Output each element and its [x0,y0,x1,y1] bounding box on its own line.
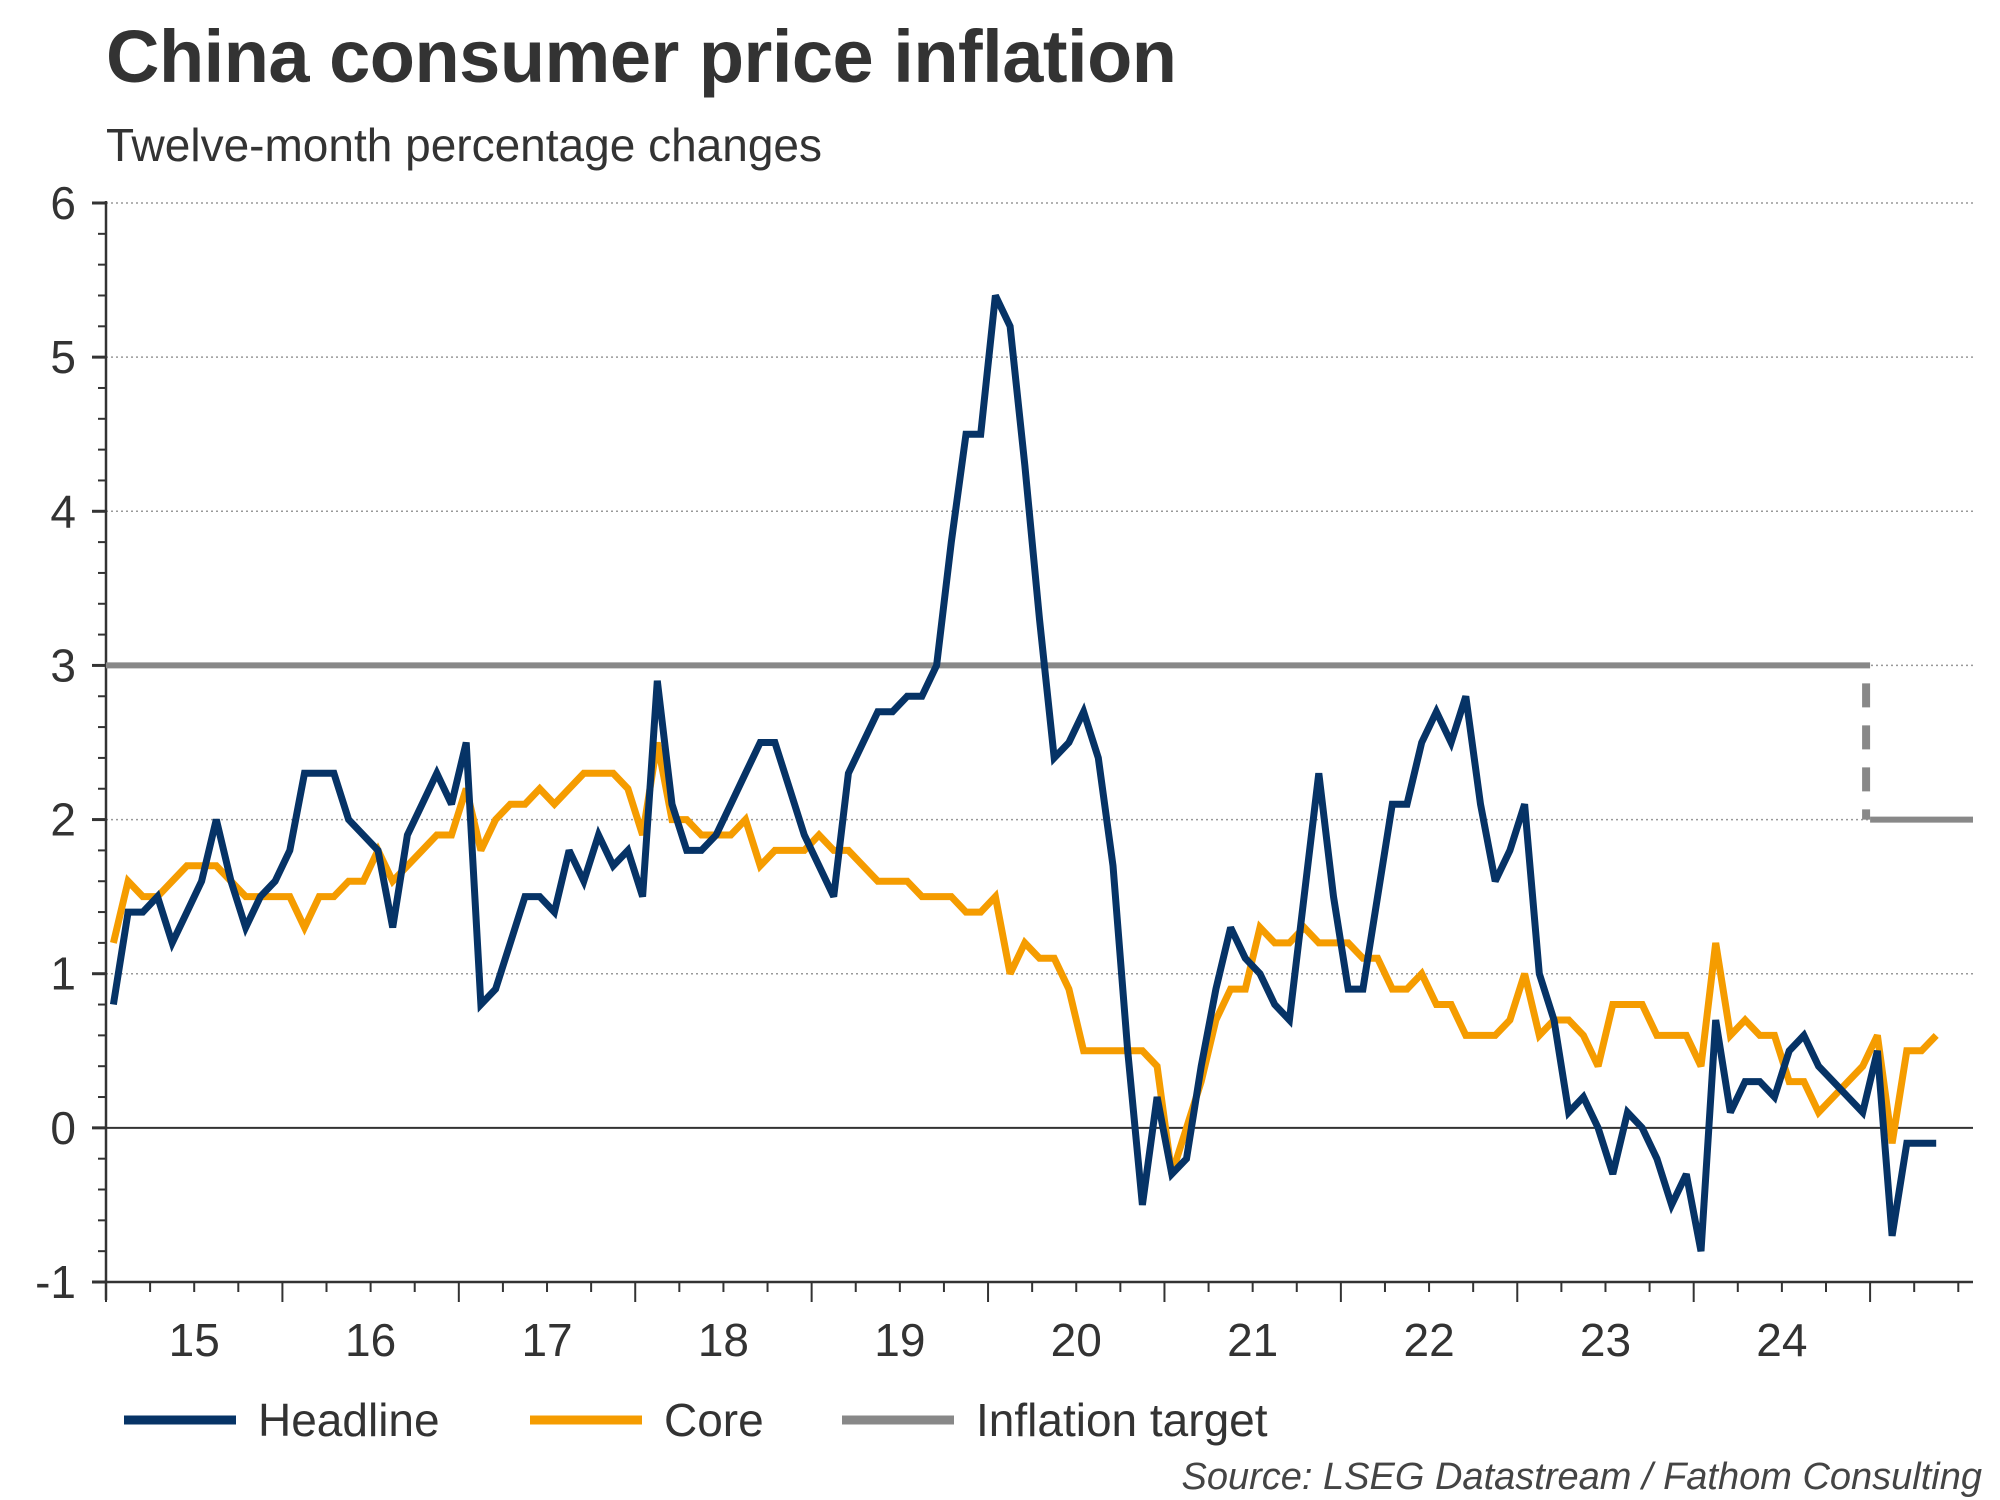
legend-label: Inflation target [976,1394,1268,1446]
x-tick-label: 15 [169,1314,220,1366]
x-tick-label: 21 [1227,1314,1278,1366]
y-tick-label: 2 [50,794,76,846]
y-tick-label: 0 [50,1102,76,1154]
y-tick-label: 6 [50,177,76,229]
legend: Headline Core Inflation target [124,1394,1268,1446]
inflation-target-series [106,662,1973,823]
x-tick-label: 16 [345,1314,396,1366]
y-tick-label: -1 [35,1256,76,1308]
series-line-core [109,741,1939,1176]
y-tick-label: 5 [50,331,76,383]
source-note: Source: LSEG Datastream / Fathom Consult… [1181,1456,1982,1498]
y-tick-label: 1 [50,948,76,1000]
x-tick-label: 18 [698,1314,749,1366]
chart-subtitle: Twelve-month percentage changes [106,119,822,171]
chart-title: China consumer price inflation [106,15,1177,98]
y-axis: -1 0 1 2 3 4 5 6 [35,177,108,1308]
legend-label: Headline [258,1394,440,1446]
data-series [109,293,1939,1252]
y-tick-label: 4 [50,485,76,537]
x-tick-label: 20 [1051,1314,1102,1366]
x-tick-label: 19 [874,1314,925,1366]
x-tick-label: 22 [1403,1314,1454,1366]
y-tick-label: 3 [50,639,76,691]
x-tick-label: 23 [1580,1314,1631,1366]
legend-label: Core [664,1394,764,1446]
x-axis: 15 16 17 18 19 20 21 22 23 24 [105,1280,1973,1366]
x-tick-label: 17 [521,1314,572,1366]
x-tick-label: 24 [1756,1314,1807,1366]
series-line-headline [109,293,1937,1252]
